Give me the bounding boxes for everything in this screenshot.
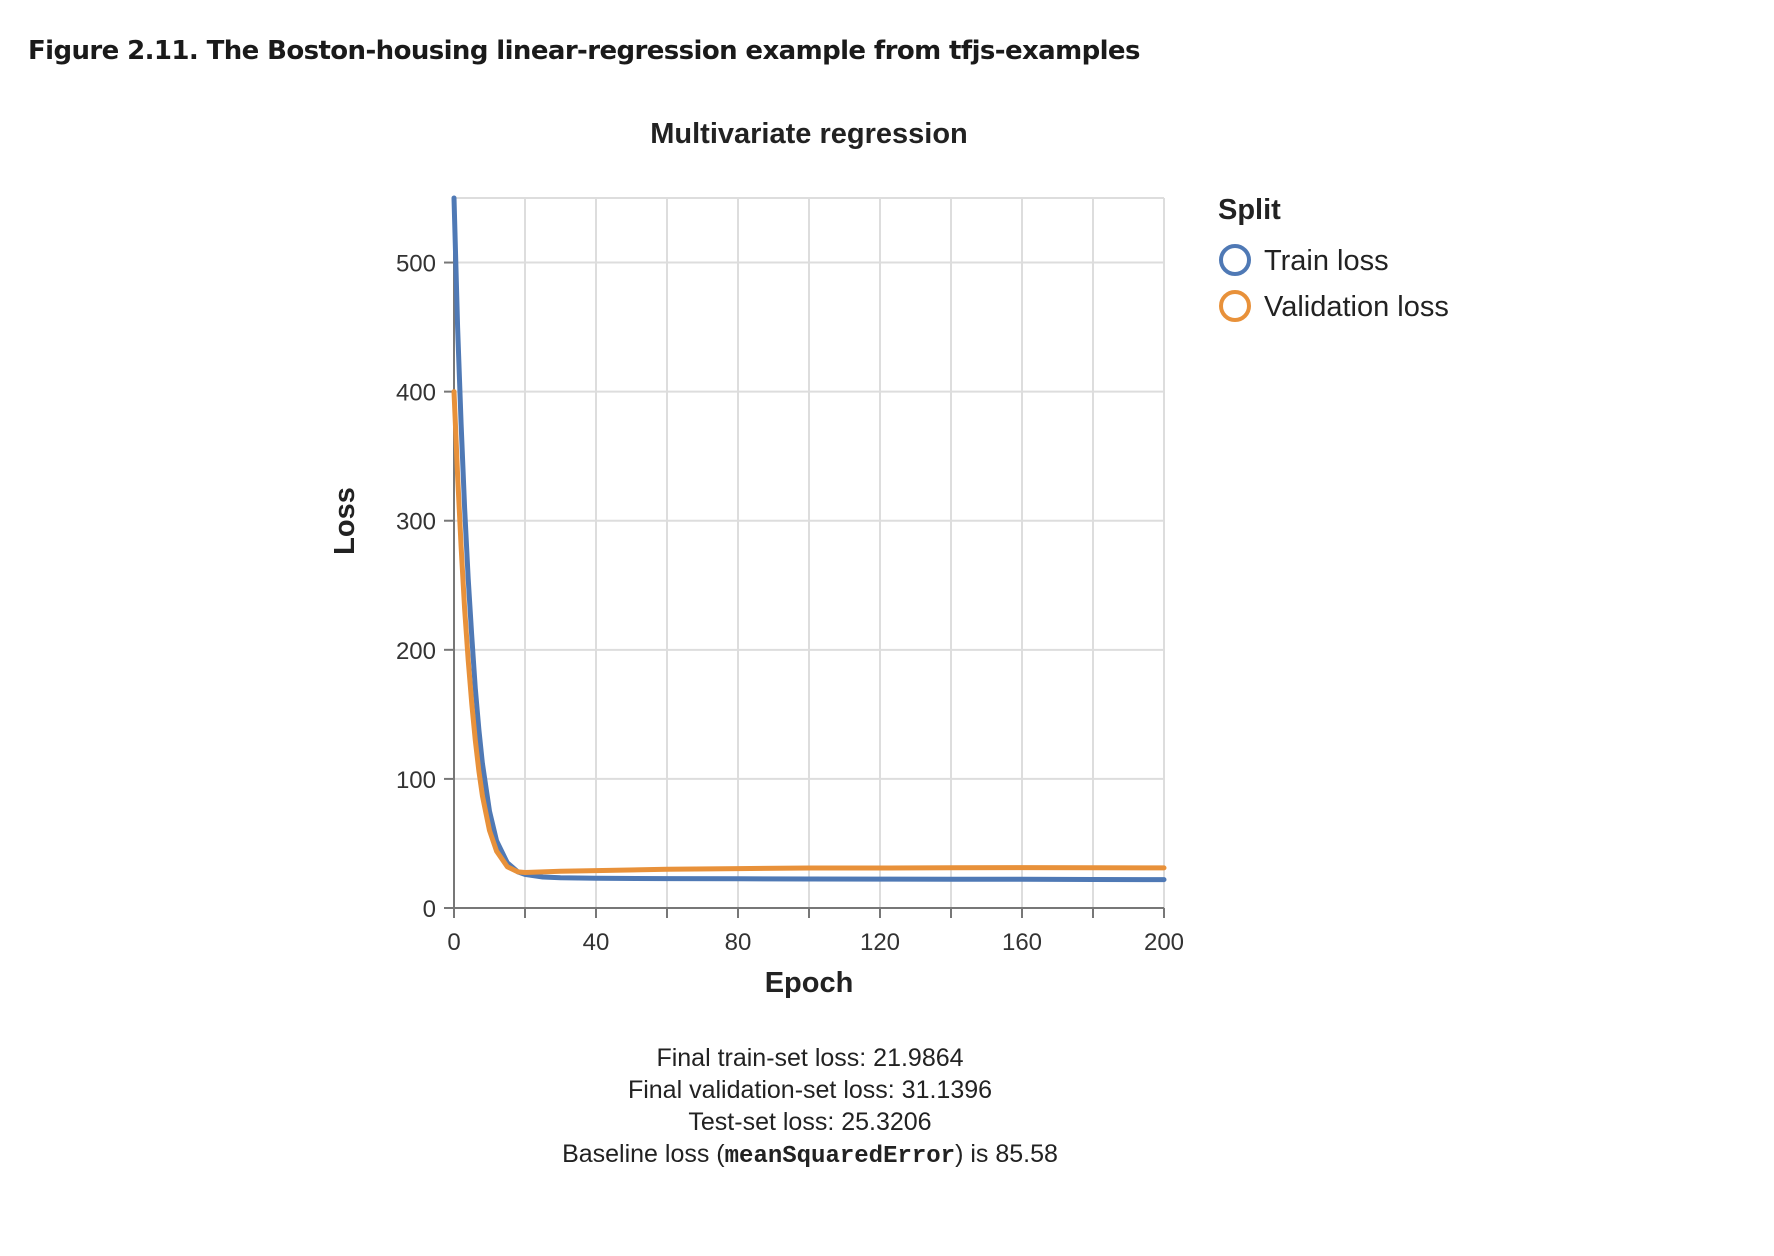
legend-label-1: Validation loss [1264,291,1449,323]
legend-symbol-0 [1219,244,1251,276]
series-lines [451,195,1167,883]
y-tick-label-4: 400 [396,380,436,407]
baseline-metric-name: meanSquaredError [724,1143,956,1170]
series-line-validation-loss [451,389,1167,875]
y-tick-label-1: 100 [396,767,436,794]
y-tick-label-2: 200 [396,638,436,665]
legend-symbol-1 [1219,290,1251,322]
test-loss-text: Test-set loss: 25.3206 [688,1108,932,1136]
y-tick-label-5: 500 [396,251,436,278]
validation-loss-text: Final validation-set loss: 31.1396 [627,1076,993,1104]
y-axis-title: Loss [329,487,361,555]
y-tick-label-0: 0 [423,896,436,923]
x-tick-label-8: 160 [1002,929,1042,956]
baseline-suffix: ) is 85.58 [955,1140,1058,1168]
x-axis-title: Epoch [765,967,854,999]
x-tick-label-0: 0 [447,929,460,956]
legend: Split Train loss Validation loss [1218,194,1449,323]
baseline-prefix: Baseline loss ( [562,1140,725,1168]
legend-label-0: Train loss [1264,245,1389,277]
figure-caption: Figure 2.11. The Boston-housing linear-r… [28,36,1140,66]
axes: 0 40 80 120 160 200 0 100 200 300 400 500 [396,198,1184,956]
x-tick-label-2: 40 [583,929,610,956]
baseline-loss-text: Baseline loss (meanSquaredError) is 85.5… [510,1138,1110,1173]
chart-title: Multivariate regression [650,118,968,150]
grid [453,197,1165,909]
legend-title: Split [1218,194,1281,226]
y-tick-label-3: 300 [396,509,436,536]
results-summary: Final train-set loss: 21.9864 Final vali… [510,1042,1110,1173]
x-tick-label-6: 120 [860,929,900,956]
x-tick-label-4: 80 [725,929,752,956]
train-loss-text: Final train-set loss: 21.9864 [656,1044,964,1072]
x-tick-label-10: 200 [1144,929,1184,956]
